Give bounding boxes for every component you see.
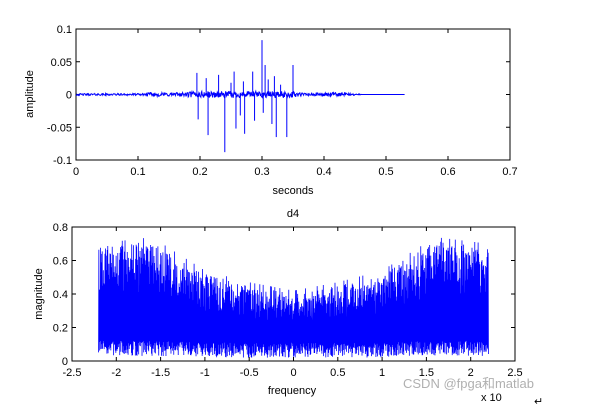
amplitude-plot: 0 0.1 0.2 0.3 0.4 0.5 0.6 0.70.10.050-0.05-0.1 … bbox=[24, 24, 518, 197]
amplitude-x-tick-label: 0.4 bbox=[316, 166, 331, 178]
magnitude-y-tick-label: 0.8 bbox=[53, 222, 68, 234]
amplitude-y-tick-label: -0.1 bbox=[53, 155, 72, 167]
magnitude-plot-xlabel: frequency bbox=[268, 385, 317, 397]
amplitude-y-tick-label: 0 bbox=[66, 90, 72, 102]
magnitude-x-tick-label: 2.5 bbox=[507, 367, 522, 379]
magnitude-y-tick-label: 0.4 bbox=[53, 289, 68, 301]
magnitude-x-tick-label: -1.5 bbox=[151, 367, 170, 379]
magnitude-y-tick-label: 0.2 bbox=[53, 323, 68, 335]
amplitude-series-line bbox=[75, 89, 405, 100]
magnitude-x-tick-label: -2.5 bbox=[63, 367, 82, 379]
magnitude-x-tick-label: 0 bbox=[290, 367, 296, 379]
watermark-text: CSDN @fpga和matlab bbox=[403, 376, 534, 391]
amplitude-x-tick-label: 0.2 bbox=[192, 166, 207, 178]
amplitude-x-tick-label: 0 bbox=[73, 166, 79, 178]
amplitude-x-tick-label: 0.1 bbox=[130, 166, 145, 178]
magnitude-plot-x-scale-label: x 10 bbox=[481, 392, 502, 404]
magnitude-x-tick-label: 2 bbox=[468, 367, 474, 379]
corner-mark: ↵ bbox=[534, 396, 543, 405]
amplitude-y-tick-label: -0.05 bbox=[47, 122, 72, 134]
magnitude-plot: d4 -2.5 -2 -1.5 -1 -0.5 0 0.5 1 1.5 2 2.5 0.8 0.6 0.4… bbox=[33, 208, 523, 404]
amplitude-plot-xlabel: seconds bbox=[273, 185, 314, 197]
magnitude-y-tick-label: 0.6 bbox=[53, 256, 68, 268]
amplitude-plot-ylabel: amplitude bbox=[24, 70, 36, 118]
amplitude-y-tick-label: 0.05 bbox=[51, 57, 72, 69]
magnitude-x-tick-label: 1 bbox=[379, 367, 385, 379]
magnitude-x-tick-label: 0.5 bbox=[330, 367, 345, 379]
amplitude-plot-series bbox=[75, 40, 405, 153]
amplitude-x-tick-label: 0.5 bbox=[378, 166, 393, 178]
magnitude-y-tick-label: 0 bbox=[62, 356, 68, 368]
magnitude-x-tick-label: 1.5 bbox=[419, 367, 434, 379]
magnitude-x-tick-label: -1 bbox=[200, 367, 210, 379]
magnitude-plot-title: d4 bbox=[287, 208, 299, 220]
amplitude-y-tick-label: 0.1 bbox=[57, 24, 72, 36]
amplitude-x-tick-label: 0.7 bbox=[502, 166, 517, 178]
magnitude-plot-series bbox=[98, 237, 489, 358]
amplitude-x-tick-label: 0.6 bbox=[440, 166, 455, 178]
magnitude-series-line bbox=[98, 237, 489, 358]
magnitude-plot-ticks: -2.5 -2 -1.5 -1 -0.5 0 0.5 1 1.5 2 2.5 0.8 0.6 0.4 0.2… bbox=[53, 222, 523, 379]
magnitude-x-tick-label: -2 bbox=[111, 367, 121, 379]
amplitude-plot-ticks: 0 0.1 0.2 0.3 0.4 0.5 0.6 0.7 0.1 0.05 0 -0.05 -0.1 bbox=[47, 24, 518, 178]
magnitude-x-tick-label: -0.5 bbox=[240, 367, 259, 379]
amplitude-x-tick-label: 0.3 bbox=[254, 166, 269, 178]
magnitude-plot-ylabel: magnitude bbox=[33, 268, 45, 319]
